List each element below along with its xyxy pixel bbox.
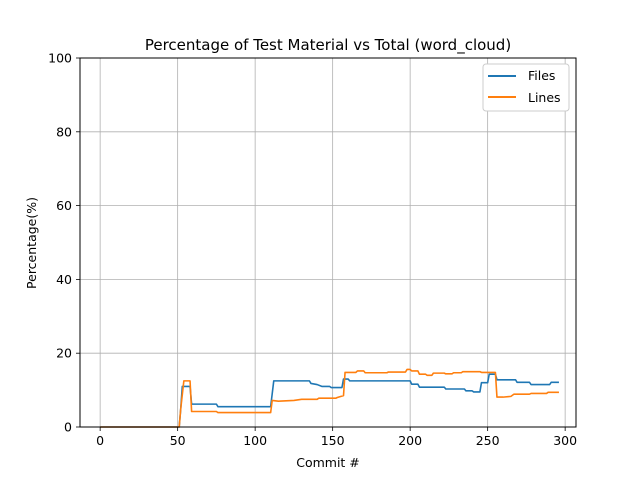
ticks: 0 50 100 150 200 250 300 0 20 40 60 80 100 [48, 51, 577, 449]
x-tick-label: 300 [553, 433, 577, 448]
y-tick-label: 80 [56, 124, 72, 139]
grid [80, 57, 576, 428]
y-axis-label: Percentage(%) [24, 197, 39, 289]
series-line-lines [100, 368, 559, 428]
series-line-files [100, 373, 559, 428]
x-tick-label: 50 [170, 433, 186, 448]
x-tick-label: 150 [321, 433, 345, 448]
y-tick-label: 20 [56, 346, 72, 361]
y-tick-label: 100 [48, 51, 72, 66]
y-tick-label: 0 [64, 420, 72, 435]
x-tick-label: 200 [398, 433, 422, 448]
x-tick-label: 250 [476, 433, 500, 448]
series-layer [100, 368, 559, 428]
legend-files-label: Files [528, 68, 555, 83]
y-tick-label: 40 [56, 272, 72, 287]
legend-lines-label: Lines [528, 90, 561, 105]
x-tick-label: 0 [96, 433, 104, 448]
x-axis-label: Commit # [296, 455, 360, 470]
legend: Files Lines [482, 63, 570, 112]
plot-frame [79, 57, 577, 428]
chart-title: Percentage of Test Material vs Total (wo… [145, 36, 511, 55]
y-tick-label: 60 [56, 198, 72, 213]
x-tick-label: 100 [243, 433, 267, 448]
